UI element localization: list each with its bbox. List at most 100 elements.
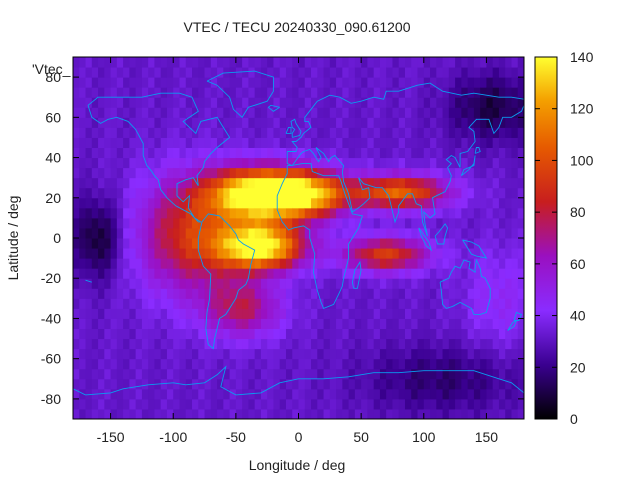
heatmap-cell <box>492 227 500 239</box>
heatmap-cell <box>492 318 500 329</box>
heatmap-cell <box>473 238 481 249</box>
heatmap-cell <box>273 258 281 269</box>
heatmap-cell <box>498 258 506 269</box>
heatmap-cell <box>379 238 387 249</box>
heatmap-cell <box>473 157 481 169</box>
heatmap-cell <box>91 268 99 279</box>
heatmap-cell <box>517 87 524 98</box>
heatmap-cell <box>248 57 256 68</box>
heatmap-cell <box>110 328 118 340</box>
heatmap-cell <box>517 117 524 128</box>
heatmap-cell <box>298 338 306 350</box>
heatmap-cell <box>461 368 469 380</box>
heatmap-cell <box>192 97 199 108</box>
heatmap-cell <box>217 368 224 380</box>
heatmap-cell <box>166 87 174 98</box>
heatmap-cell <box>486 258 494 269</box>
heatmap-cell <box>210 97 218 108</box>
heatmap-cell <box>298 187 306 199</box>
heatmap-cell <box>480 278 487 289</box>
heatmap-cell <box>311 298 318 309</box>
heatmap-cell <box>354 268 362 279</box>
heatmap-cell <box>185 308 193 319</box>
heatmap-cell <box>173 318 180 329</box>
heatmap-cell <box>411 258 419 269</box>
heatmap-cell <box>148 278 155 289</box>
x-tick-labels: -150 -100 -50 0 50 100 150 <box>97 429 499 445</box>
heatmap-cell <box>379 67 387 78</box>
heatmap-cell <box>79 318 87 329</box>
heatmap-cell <box>373 288 381 299</box>
heatmap-cell <box>98 398 105 410</box>
heatmap-cell <box>336 238 343 249</box>
heatmap-cell <box>79 288 87 299</box>
heatmap-cell <box>148 137 155 148</box>
heatmap-cell <box>223 258 231 269</box>
heatmap-cell <box>104 197 112 209</box>
heatmap-cell <box>404 77 412 88</box>
heatmap-cell <box>210 398 218 410</box>
heatmap-cell <box>430 107 437 118</box>
heatmap-cell <box>98 238 105 249</box>
heatmap-cell <box>85 97 93 108</box>
heatmap-cell <box>129 177 137 189</box>
heatmap-cell <box>135 227 143 239</box>
heatmap-cell <box>141 137 149 148</box>
heatmap-cell <box>367 117 375 128</box>
heatmap-cell <box>85 398 93 410</box>
heatmap-cell <box>367 187 375 199</box>
heatmap-cell <box>336 197 343 209</box>
heatmap-cell <box>323 97 331 108</box>
heatmap-cell <box>129 97 137 108</box>
coastline <box>73 365 524 396</box>
y-tick-label: -20 <box>41 270 61 286</box>
heatmap-cell <box>104 258 112 269</box>
heatmap-cell <box>517 217 524 229</box>
heatmap-cell <box>329 67 337 78</box>
heatmap-cell <box>398 358 406 370</box>
heatmap-cell <box>198 408 206 419</box>
heatmap-cell <box>336 358 343 370</box>
heatmap-cell <box>91 318 99 329</box>
heatmap-cell <box>242 197 249 209</box>
heatmap-cell <box>311 338 318 350</box>
heatmap-cell <box>98 77 105 88</box>
heatmap-cell <box>254 308 262 319</box>
heatmap-cell <box>210 87 218 98</box>
heatmap-cell <box>248 147 256 159</box>
heatmap-cell <box>292 318 299 329</box>
heatmap-cell <box>166 207 174 219</box>
heatmap-cell <box>192 278 199 289</box>
heatmap-cell <box>311 67 318 78</box>
heatmap-cell <box>436 358 444 370</box>
heatmap-cell <box>442 57 450 68</box>
heatmap-cell <box>430 57 437 68</box>
heatmap-cell <box>242 127 249 138</box>
heatmap-cell <box>91 187 99 199</box>
heatmap-cell <box>104 268 112 279</box>
heatmap-cell <box>467 57 475 68</box>
heatmap-cell <box>242 408 249 419</box>
coastline <box>418 227 433 252</box>
heatmap-cell <box>173 217 180 229</box>
heatmap-cell <box>511 227 519 239</box>
heatmap-cell <box>179 268 187 279</box>
heatmap-cell <box>185 227 193 239</box>
heatmap-cell <box>129 348 137 360</box>
heatmap-cell <box>342 97 350 108</box>
heatmap-cell <box>511 187 519 199</box>
heatmap-cell <box>154 368 162 380</box>
heatmap-cell <box>210 217 218 229</box>
heatmap-cell <box>116 278 124 289</box>
heatmap-cell <box>342 127 350 138</box>
heatmap-cell <box>323 338 331 350</box>
coastline <box>507 319 518 331</box>
heatmap-cell <box>160 348 168 360</box>
y-tick-label: 60 <box>45 109 61 125</box>
heatmap-cell <box>91 248 99 259</box>
heatmap-cell <box>129 318 137 329</box>
heatmap-cell <box>511 288 519 299</box>
heatmap-cell <box>179 67 187 78</box>
heatmap-cell <box>148 97 155 108</box>
heatmap-cell <box>104 77 112 88</box>
